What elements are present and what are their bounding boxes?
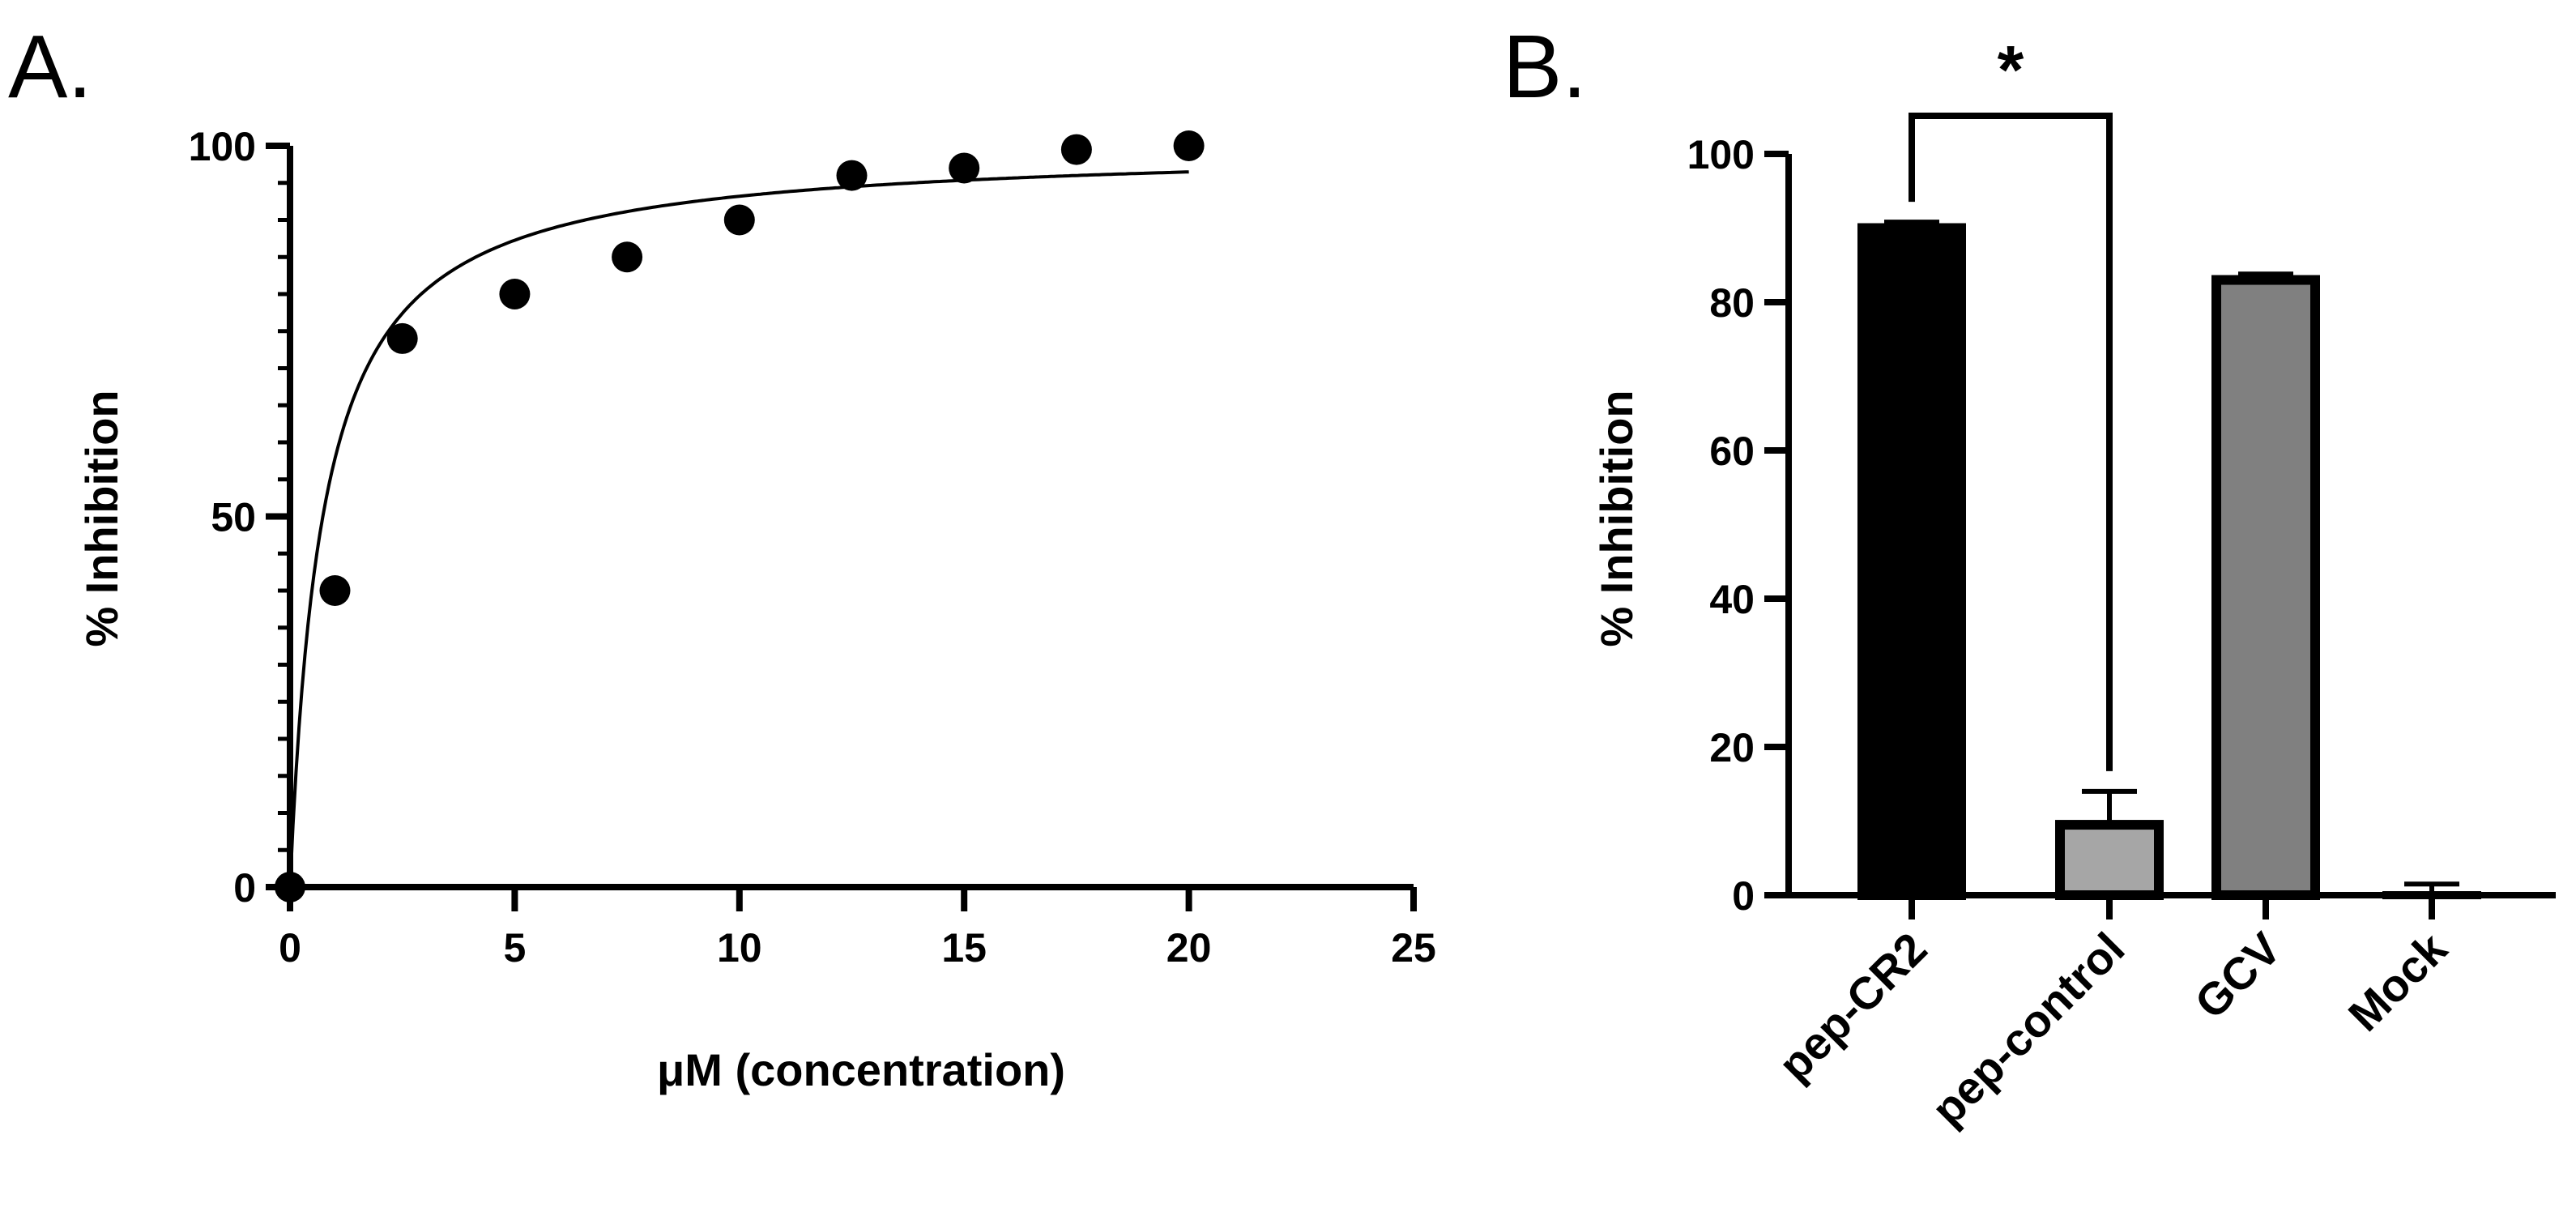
x-tick-label: 0: [279, 925, 301, 971]
y-tick-label: 80: [1709, 280, 1755, 326]
panel-a-x-axis-title: μM (concentration): [657, 1044, 1065, 1095]
x-tick-label: pep-CR2: [1768, 923, 1936, 1090]
y-tick-label: 0: [233, 865, 256, 911]
x-tick-label: 25: [1391, 925, 1436, 971]
data-point: [386, 322, 418, 354]
panel-a-marks: 0 50 100 0 5 10 15 20 25: [189, 124, 1436, 971]
x-tick-label: GCV: [2185, 923, 2290, 1028]
y-tick-label: 60: [1709, 429, 1755, 474]
y-tick-label: 100: [1687, 132, 1755, 177]
bar-pep-control: [2055, 820, 2164, 901]
data-point: [319, 575, 351, 606]
data-point: [1173, 130, 1205, 161]
panel-a-y-axis-title: % Inhibition: [76, 390, 127, 646]
panel-a-letter: A.: [8, 17, 92, 117]
significance-label: *: [1998, 32, 2024, 108]
data-point: [275, 872, 305, 902]
x-tick-label: 5: [503, 925, 526, 971]
x-tick-label: 15: [941, 925, 987, 971]
x-tick-label: Mock: [2339, 922, 2457, 1040]
bar-pep-CR2: [1857, 223, 1966, 900]
y-tick-label: 20: [1709, 725, 1755, 770]
panel-a-scatter-chart: A. 0 50 100 0 5 10 15 20 25 % Inhibition μM (con…: [8, 17, 1436, 1095]
data-point: [612, 241, 643, 273]
panel-b-letter: B.: [1503, 17, 1587, 117]
data-point: [836, 160, 868, 191]
y-tick-label: 40: [1709, 577, 1755, 622]
data-point: [499, 279, 531, 309]
data-point: [723, 204, 755, 236]
x-tick-label: pep-control: [1921, 923, 2134, 1135]
y-tick-label: 0: [1732, 873, 1755, 919]
y-tick-label: 100: [189, 124, 256, 169]
x-tick-label: 20: [1166, 925, 1212, 971]
y-tick-label: 50: [211, 495, 256, 540]
data-point: [1060, 134, 1092, 165]
x-tick-label: 10: [717, 925, 762, 971]
significance-bracket: [1909, 113, 2113, 771]
data-point: [949, 152, 980, 184]
fit-curve: [288, 170, 1189, 888]
bar-GCV: [2211, 275, 2320, 900]
panel-b-y-axis-title: % Inhibition: [1591, 390, 1642, 646]
